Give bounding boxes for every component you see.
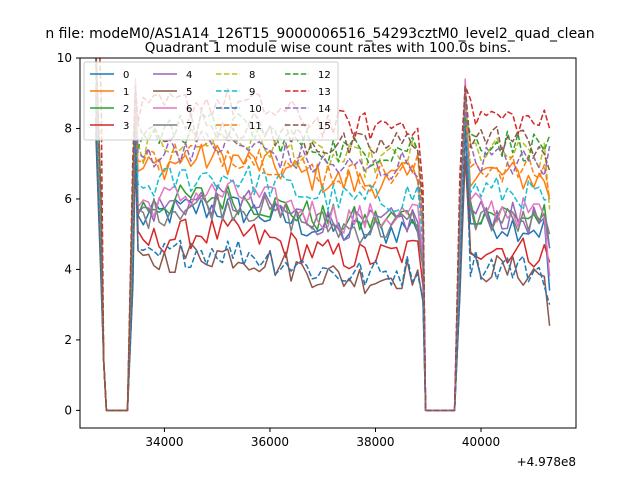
series-line-15 (95, 58, 551, 412)
series-line-2 (95, 84, 551, 412)
legend-box (83, 61, 339, 141)
legend-label-15: 15 (318, 121, 331, 132)
y-tick-label: 6 (64, 192, 72, 206)
x-tick-label: 38000 (356, 435, 394, 449)
legend-label-10: 10 (249, 104, 262, 115)
x-axis-offset-label: +4.978e8 (517, 455, 576, 469)
series-line-3 (95, 117, 551, 412)
legend-label-7: 7 (186, 121, 192, 132)
figure-suptitle: n file: modeM0/AS1A14_126T15_9000006516_… (45, 26, 594, 42)
y-tick-label: 10 (57, 51, 72, 65)
legend-label-4: 4 (186, 70, 192, 81)
series-line-6 (95, 78, 551, 412)
legend-label-14: 14 (318, 104, 331, 115)
legend-label-1: 1 (123, 87, 129, 98)
y-axis: 0 2 4 6 8 10 (57, 51, 80, 417)
x-tick-label: 36000 (251, 435, 289, 449)
y-tick-label: 4 (64, 262, 72, 276)
series-line-10 (95, 117, 551, 412)
chart-title: Quadrant 1 module wise count rates with … (145, 40, 511, 56)
y-tick-label: 2 (64, 333, 72, 347)
series-line-1 (95, 63, 551, 412)
legend-label-0: 0 (123, 70, 129, 81)
series-line-9 (95, 74, 550, 412)
legend-label-8: 8 (249, 70, 255, 81)
series-line-11 (95, 60, 551, 412)
legend-label-12: 12 (318, 70, 331, 81)
legend-label-3: 3 (123, 121, 129, 132)
x-tick-label: 40000 (462, 435, 500, 449)
legend-label-6: 6 (186, 104, 192, 115)
legend-label-5: 5 (186, 87, 192, 98)
series-line-5 (95, 132, 551, 412)
x-axis: 34000 36000 38000 40000 (145, 428, 500, 449)
legend-label-9: 9 (249, 87, 255, 98)
series-line-7 (95, 94, 551, 412)
legend-label-11: 11 (249, 121, 262, 132)
legend-label-2: 2 (123, 104, 129, 115)
series-line-12 (95, 58, 551, 412)
x-tick-label: 34000 (145, 435, 183, 449)
y-tick-label: 8 (64, 121, 72, 135)
legend-label-13: 13 (318, 87, 331, 98)
y-tick-label: 0 (64, 403, 72, 417)
series-line-8 (95, 58, 551, 412)
axes-frame (79, 57, 577, 429)
